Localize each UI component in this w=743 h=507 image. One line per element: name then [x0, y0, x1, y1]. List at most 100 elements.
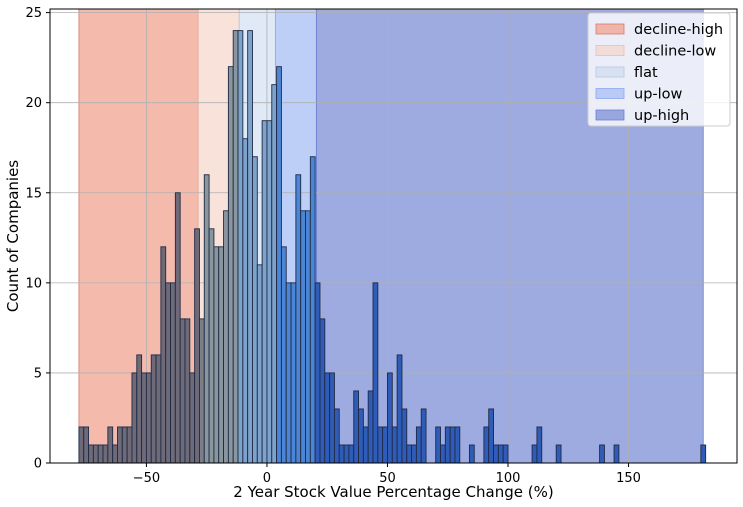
- histogram-bar: [599, 444, 605, 464]
- histogram-bar: [382, 426, 388, 464]
- bars-layer: [78, 30, 707, 464]
- histogram-bar: [314, 282, 321, 464]
- histogram-bar: [435, 426, 441, 464]
- histogram-bar: [377, 426, 384, 464]
- legend-swatch-decline-high: [595, 23, 625, 35]
- histogram-bar: [247, 30, 253, 464]
- histogram-bar: [232, 30, 239, 464]
- histogram-bar: [102, 444, 109, 464]
- histogram-bar: [107, 426, 114, 464]
- legend: decline-high decline-low flat up-low up-high: [587, 12, 731, 127]
- y-tick-label: 15: [25, 186, 42, 201]
- histogram-bar: [218, 246, 225, 464]
- y-tick-label: 5: [34, 366, 42, 381]
- histogram-bar: [290, 282, 297, 464]
- legend-swatch-up-low: [595, 88, 625, 99]
- x-tick-label: 0: [263, 471, 271, 486]
- histogram-bar: [411, 444, 417, 464]
- legend-label-decline-low: decline-low: [634, 44, 716, 60]
- y-tick-label: 10: [25, 276, 42, 291]
- histogram-bar: [531, 444, 538, 464]
- histogram-bar: [117, 426, 123, 464]
- histogram-bar: [266, 120, 273, 464]
- histogram-bar: [179, 318, 186, 464]
- histogram-bar: [203, 174, 210, 464]
- histogram-bar: [488, 408, 494, 464]
- histogram-bar: [343, 444, 350, 464]
- legend-label-decline-high: decline-high: [634, 22, 723, 38]
- histogram-bar: [112, 444, 118, 464]
- histogram-bar: [700, 444, 707, 464]
- histogram-bar: [208, 228, 215, 464]
- histogram-bar: [174, 192, 181, 464]
- histogram-bar: [271, 84, 278, 464]
- histogram-bar: [256, 264, 263, 464]
- histogram-bar: [502, 444, 509, 464]
- legend-label-flat: flat: [634, 65, 658, 81]
- histogram-bar: [449, 426, 456, 464]
- histogram-bar: [92, 444, 99, 464]
- histogram-bar: [126, 426, 133, 464]
- histogram-bar: [276, 66, 282, 464]
- histogram-bar: [78, 426, 85, 464]
- histogram-bar: [145, 372, 152, 464]
- histogram-bar: [415, 426, 422, 464]
- histogram-bar: [319, 318, 326, 464]
- x-tick-label: 50: [379, 471, 396, 486]
- histogram-bar: [280, 246, 287, 464]
- histogram-bar: [252, 156, 258, 464]
- histogram-bar: [555, 444, 562, 464]
- histogram-bar: [309, 156, 316, 464]
- histogram-bar: [88, 444, 94, 464]
- histogram-bar: [300, 210, 306, 464]
- histogram-bar: [121, 426, 128, 464]
- legend-swatch-up-high: [595, 109, 625, 121]
- histogram-bar: [136, 354, 143, 464]
- histogram-bar: [227, 66, 234, 464]
- histogram-bar: [358, 408, 364, 464]
- x-tick-label: 150: [616, 471, 641, 486]
- plot-frame: [49, 8, 738, 464]
- histogram-bar: [483, 426, 490, 464]
- histogram-bar: [160, 246, 167, 464]
- histogram-bar: [367, 390, 374, 464]
- histogram-bar: [497, 444, 504, 464]
- histogram-bar: [333, 408, 340, 464]
- histogram-bar: [468, 444, 475, 464]
- x-axis-label: 2 Year Stock Value Percentage Change (%): [233, 483, 553, 501]
- histogram-bar: [131, 372, 138, 464]
- histogram-bar: [324, 372, 331, 464]
- histogram-bar: [338, 444, 345, 464]
- histogram-bar: [387, 372, 393, 464]
- histogram-bar: [150, 354, 157, 464]
- histogram-bar: [329, 372, 335, 464]
- histogram-bar: [165, 282, 171, 464]
- histogram-bar: [440, 444, 446, 464]
- y-axis-label: Count of Companies: [4, 160, 22, 312]
- legend-swatch-decline-low: [595, 45, 625, 56]
- histogram-bar: [406, 444, 413, 464]
- histogram-bar: [362, 426, 369, 464]
- histogram-bar: [285, 282, 292, 464]
- legend-swatch-flat: [595, 66, 625, 78]
- legend-label-up-high: up-high: [634, 108, 689, 124]
- histogram-bar: [401, 408, 408, 464]
- histogram-bar: [242, 138, 249, 464]
- histogram-bar: [295, 174, 302, 464]
- histogram-bar: [170, 282, 176, 464]
- legend-label-up-low: up-low: [634, 87, 683, 103]
- histogram-bar: [391, 426, 398, 464]
- histogram-bar: [189, 372, 196, 464]
- x-tick-label: −50: [133, 471, 160, 486]
- histogram-bar: [97, 444, 104, 464]
- y-tick-label: 25: [25, 6, 42, 21]
- histogram-bar: [396, 354, 403, 464]
- histogram-bar: [454, 426, 461, 464]
- histogram-bar: [493, 444, 499, 464]
- histogram-bar: [348, 444, 355, 464]
- histogram-bar: [536, 426, 543, 464]
- histogram-bar: [199, 318, 205, 464]
- histogram-bar: [83, 426, 90, 464]
- histogram-bar: [305, 210, 311, 464]
